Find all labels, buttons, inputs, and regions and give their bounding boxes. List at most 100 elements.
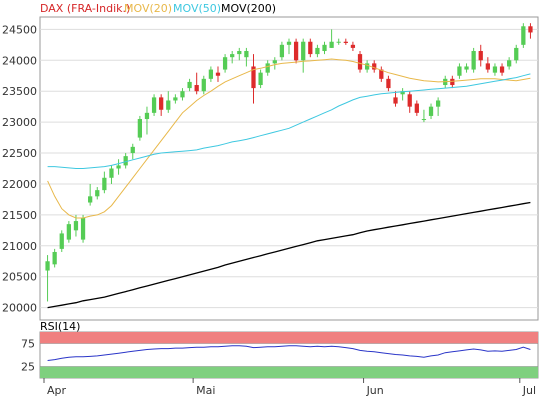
y-tick-label: 23500 — [2, 85, 37, 98]
candle — [80, 214, 86, 243]
candle-body — [357, 54, 363, 70]
candle-body — [137, 119, 142, 138]
legend-item-mov200: MOV(200) — [221, 2, 276, 15]
candle — [137, 115, 142, 141]
price-y-axis: 20000 20500 21000 21500 22000 22500 23000 23500… — [2, 23, 37, 314]
candle-body — [521, 26, 526, 45]
candle-body — [123, 156, 128, 166]
candle-body — [88, 196, 93, 203]
candle — [251, 54, 256, 104]
candle-body — [258, 72, 263, 86]
candle-body — [379, 69, 384, 79]
legend-item-mov50: MOV(50) — [173, 2, 221, 15]
candle-body — [372, 63, 377, 70]
candle-body — [421, 119, 427, 121]
candle — [265, 60, 270, 76]
candle — [315, 44, 320, 58]
candle — [464, 63, 469, 73]
candle-body — [59, 233, 64, 249]
rsi-y-tick-label: 25 — [21, 361, 35, 374]
candle-body — [322, 44, 327, 52]
candle-body — [151, 97, 157, 113]
candle — [45, 255, 50, 302]
candle — [272, 57, 277, 70]
candle — [514, 44, 519, 64]
candle-body — [73, 221, 79, 231]
candle-body — [215, 72, 221, 76]
candle-body — [293, 41, 299, 61]
y-tick-label: 24500 — [2, 23, 37, 36]
candle-body — [187, 81, 192, 89]
candle — [478, 44, 483, 67]
candle — [237, 47, 242, 61]
candle — [372, 60, 377, 73]
x-tick-label: Mai — [196, 384, 215, 397]
candle — [144, 106, 150, 135]
candle — [244, 47, 249, 67]
candle — [301, 38, 306, 73]
candle — [130, 143, 135, 160]
candle — [201, 75, 206, 95]
rsi-y-axis: 25 75 — [21, 338, 538, 374]
candle — [507, 57, 512, 70]
candle — [357, 51, 363, 73]
candle — [222, 54, 228, 73]
y-tick-label: 22000 — [2, 178, 37, 191]
candle — [151, 94, 157, 116]
candle-body — [251, 66, 256, 89]
candle — [329, 29, 334, 48]
candle-body — [130, 146, 135, 154]
y-tick-label: 21500 — [2, 209, 37, 222]
price-panel-frame — [39, 16, 539, 321]
candle — [52, 248, 57, 268]
y-tick-label: 23000 — [2, 116, 37, 129]
candle-body — [52, 251, 57, 265]
candle — [187, 78, 192, 92]
candle — [386, 75, 391, 92]
candle — [159, 94, 164, 116]
x-tick-label: Jul — [522, 384, 536, 397]
candle — [521, 23, 526, 48]
candle-body — [222, 57, 228, 70]
rsi-series-line — [47, 345, 531, 361]
candle-body — [180, 91, 185, 98]
candle-body — [407, 94, 412, 107]
rsi-y-tick-label: 75 — [21, 338, 35, 351]
candle-body — [364, 63, 370, 70]
candle-body — [414, 103, 419, 113]
candle — [194, 72, 199, 95]
candle — [421, 109, 427, 123]
candle-body — [194, 85, 199, 92]
candle-body — [478, 51, 483, 61]
candle-body — [279, 44, 285, 58]
candle-body — [237, 51, 242, 55]
candle-body — [173, 97, 178, 101]
candle-body — [457, 66, 462, 76]
rsi-bands — [40, 332, 538, 378]
candle-body — [80, 217, 86, 240]
candle — [66, 221, 71, 243]
candle — [258, 69, 263, 89]
candle — [428, 103, 434, 120]
y-tick-label: 20000 — [2, 302, 37, 315]
mov200-line — [47, 201, 531, 309]
candle-body — [244, 51, 249, 58]
candle-body — [350, 44, 356, 48]
candle — [279, 41, 285, 61]
candle — [208, 66, 214, 82]
legend-item-mov20: MOV(20) — [124, 2, 172, 15]
candle-body — [95, 190, 100, 197]
candle — [364, 60, 370, 73]
candlesticks — [45, 23, 533, 302]
candle — [230, 51, 235, 64]
moving-averages — [47, 58, 531, 309]
candle-body — [301, 41, 306, 61]
y-tick-label: 21000 — [2, 240, 37, 253]
candle-body — [450, 78, 455, 86]
candle — [322, 41, 327, 55]
candle — [293, 38, 299, 64]
candle-body — [428, 106, 434, 116]
candle-body — [201, 78, 206, 92]
candle — [116, 159, 121, 175]
